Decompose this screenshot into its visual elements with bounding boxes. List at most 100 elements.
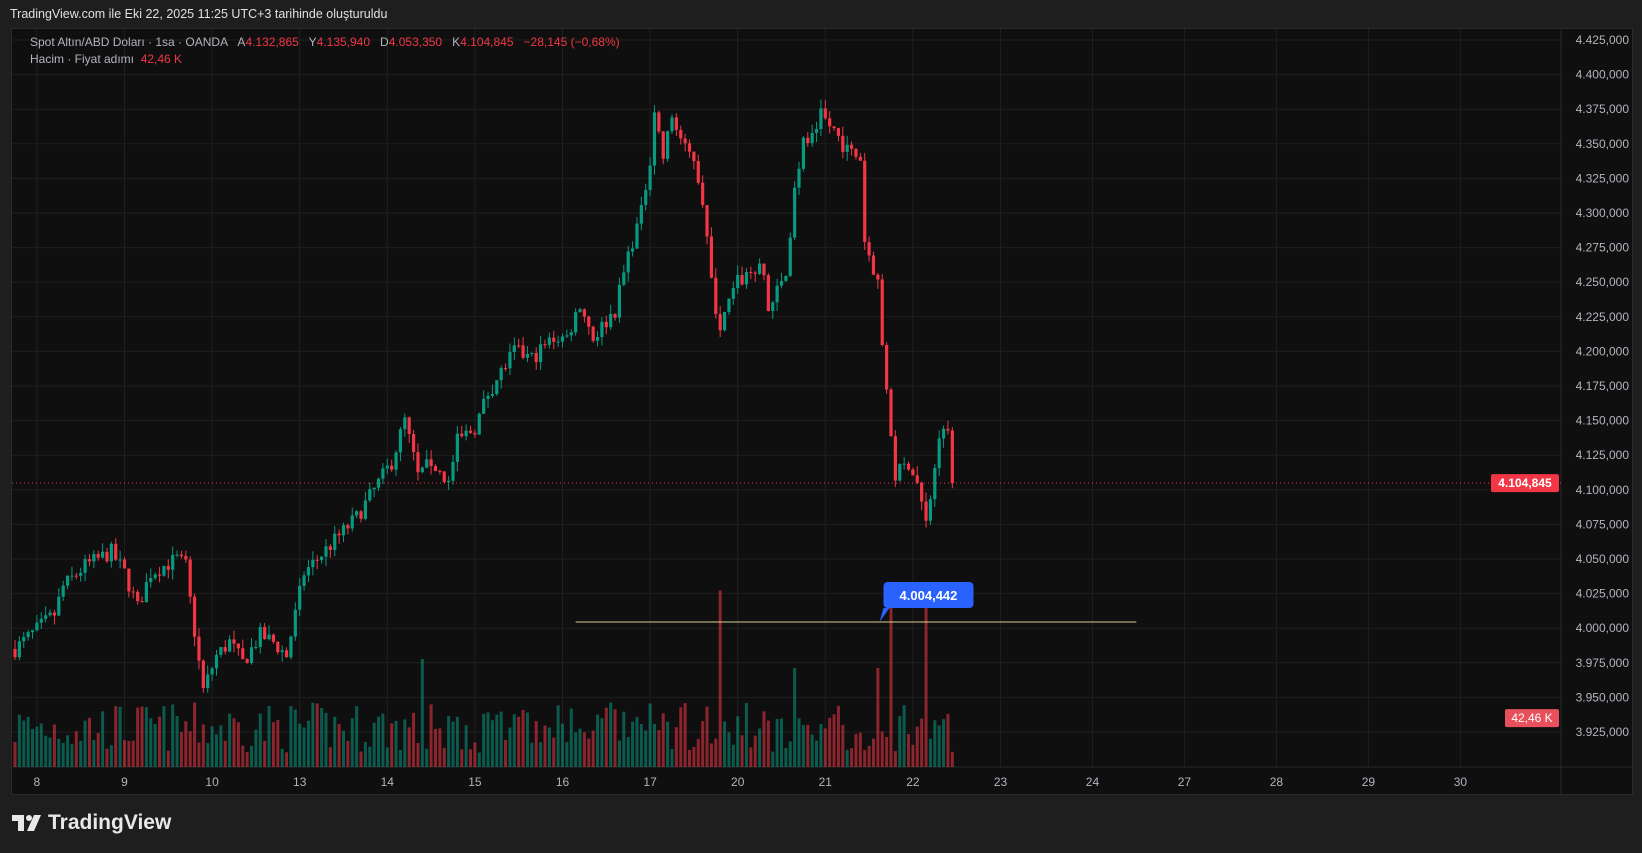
candle-body[interactable] [906, 463, 911, 470]
candle-body[interactable] [863, 160, 867, 243]
candle-body[interactable] [574, 312, 578, 333]
candle-body[interactable] [359, 511, 363, 519]
candle-body[interactable] [166, 565, 170, 570]
candle-body[interactable] [552, 337, 556, 342]
candle-body[interactable] [429, 459, 433, 467]
candle-body[interactable] [928, 499, 933, 521]
candle-body[interactable] [464, 430, 468, 437]
candle-body[interactable] [320, 556, 324, 561]
candle-body[interactable] [394, 452, 398, 470]
candle-body[interactable] [736, 275, 740, 289]
candle-body[interactable] [525, 353, 530, 358]
candle-body[interactable] [793, 187, 797, 238]
candle-body[interactable] [245, 659, 249, 663]
candle-body[interactable] [324, 546, 328, 557]
candle-body[interactable] [604, 321, 608, 328]
candle-body[interactable] [153, 574, 157, 579]
candle-body[interactable] [534, 352, 538, 363]
price-callout[interactable] [883, 582, 974, 609]
candle-body[interactable] [26, 632, 30, 638]
candle-body[interactable] [171, 554, 175, 570]
candle-body[interactable] [149, 578, 153, 583]
candle-body[interactable] [61, 585, 65, 597]
candle-body[interactable] [858, 156, 862, 161]
candle-body[interactable] [871, 255, 876, 275]
candle-body[interactable] [885, 344, 889, 390]
candle-body[interactable] [644, 189, 648, 206]
candle-body[interactable] [477, 413, 481, 435]
candle-body[interactable] [17, 641, 21, 658]
candle-body[interactable] [254, 646, 258, 648]
candle-body[interactable] [530, 352, 534, 354]
candle-body[interactable] [48, 612, 52, 616]
candle-body[interactable] [328, 546, 332, 551]
candle-body[interactable] [188, 559, 192, 597]
candle-body[interactable] [687, 143, 692, 152]
candle-body[interactable] [635, 223, 639, 249]
candle-body[interactable] [674, 117, 678, 130]
candle-body[interactable] [569, 332, 573, 336]
candle-body[interactable] [617, 284, 622, 318]
candle-body[interactable] [74, 575, 78, 577]
candle-body[interactable] [442, 471, 446, 483]
candle-body[interactable] [385, 465, 389, 469]
candle-body[interactable] [946, 428, 950, 431]
candle-body[interactable] [595, 337, 600, 341]
candle-body[interactable] [950, 430, 954, 484]
candle-body[interactable] [206, 674, 210, 689]
candle-body[interactable] [692, 151, 696, 162]
candle-body[interactable] [302, 575, 306, 586]
candle-body[interactable] [52, 612, 57, 616]
candle-body[interactable] [797, 168, 801, 188]
candle-body[interactable] [854, 148, 858, 157]
candle-body[interactable] [762, 263, 766, 276]
candle-body[interactable] [613, 314, 617, 318]
candle-body[interactable] [622, 272, 626, 285]
candle-body[interactable] [495, 380, 499, 395]
candle-body[interactable] [35, 622, 39, 631]
volume-label[interactable]: Hacim · Fiyat adımı [30, 52, 135, 66]
candle-body[interactable] [819, 108, 823, 130]
candle-body[interactable] [232, 639, 236, 644]
candle-body[interactable] [915, 475, 919, 483]
candle-body[interactable] [210, 668, 214, 675]
candle-body[interactable] [201, 660, 205, 689]
candle-body[interactable] [276, 641, 280, 653]
candle-body[interactable] [933, 467, 937, 500]
candle-body[interactable] [508, 351, 512, 369]
candle-body[interactable] [101, 551, 105, 558]
candle-body[interactable] [96, 554, 100, 558]
candle-body[interactable] [258, 626, 262, 647]
candle-body[interactable] [105, 551, 109, 562]
candle-body[interactable] [652, 112, 657, 166]
candle-body[interactable] [911, 469, 915, 476]
candle-body[interactable] [828, 118, 832, 127]
candle-body[interactable] [44, 615, 48, 619]
candle-body[interactable] [87, 559, 92, 562]
candle-body[interactable] [438, 471, 442, 473]
candle-body[interactable] [315, 559, 319, 561]
candle-body[interactable] [83, 559, 87, 573]
candle-body[interactable] [271, 634, 276, 642]
candle-body[interactable] [355, 511, 359, 516]
candle-body[interactable] [600, 321, 604, 338]
candle-body[interactable] [411, 433, 416, 453]
candle-body[interactable] [867, 242, 871, 256]
candle-body[interactable] [376, 478, 381, 488]
candle-body[interactable] [192, 596, 197, 637]
candle-body[interactable] [587, 316, 591, 327]
candle-body[interactable] [92, 554, 96, 562]
candle-body[interactable] [814, 129, 819, 133]
candle-body[interactable] [832, 126, 836, 129]
chart-canvas[interactable]: 4.425,000 4.400,000 4.375,000 4.350,000 4.32… [12, 29, 1632, 794]
candle-body[interactable] [420, 467, 424, 473]
candle-body[interactable] [788, 237, 792, 276]
candle-body[interactable] [718, 314, 722, 331]
candle-body[interactable] [228, 639, 232, 652]
candle-body[interactable] [372, 487, 376, 490]
candle-body[interactable] [127, 568, 131, 592]
candle-body[interactable] [13, 648, 17, 658]
candle-body[interactable] [30, 630, 35, 633]
candle-body[interactable] [696, 161, 700, 183]
candle-body[interactable] [311, 559, 315, 568]
